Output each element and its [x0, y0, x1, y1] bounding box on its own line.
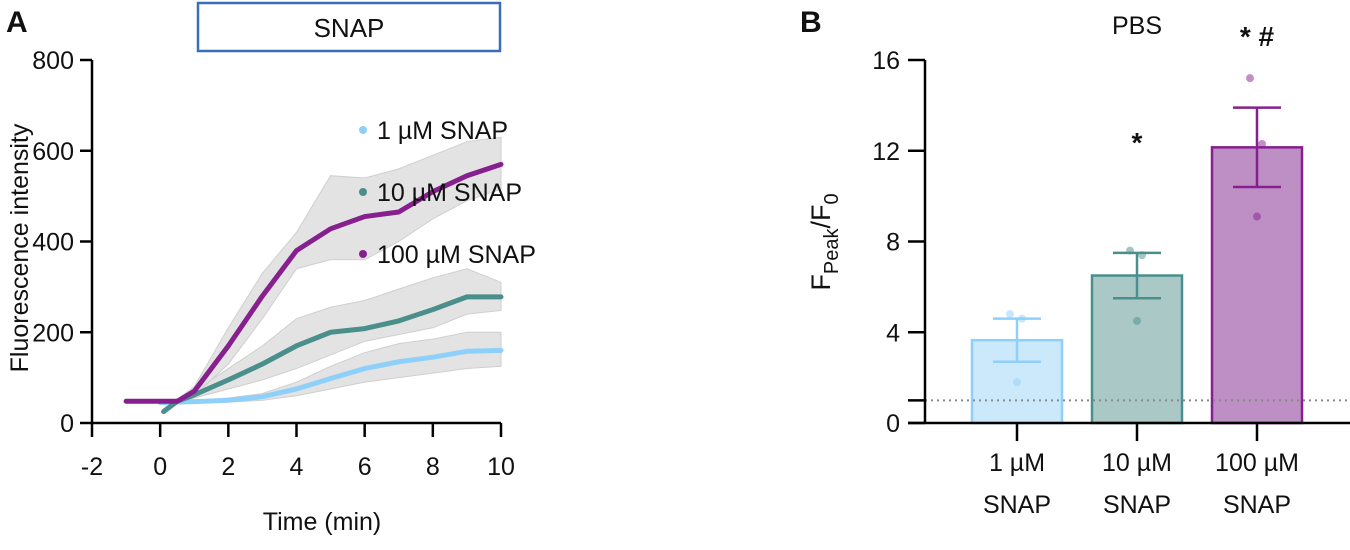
significance-annotation-1: *	[1132, 127, 1143, 158]
data-point	[1246, 74, 1254, 83]
b-xtick-label-line2: SNAP	[983, 491, 1051, 519]
data-point	[1253, 212, 1261, 221]
a-xtick-label: 8	[426, 453, 440, 481]
snap-stimulus-label: SNAP	[314, 13, 385, 43]
data-point	[1126, 246, 1134, 255]
series-line-0	[157, 347, 504, 406]
a-ytick-label: 600	[32, 138, 74, 166]
b-ylabel-sub-zero: 0	[821, 193, 843, 204]
a-xtick-label: 10	[487, 453, 515, 481]
a-xtick-label: 0	[153, 453, 167, 481]
b-ytick-label: 4	[886, 319, 900, 347]
legend-marker-1	[359, 188, 367, 196]
legend-marker-2	[359, 250, 367, 258]
error-band-2	[125, 136, 502, 404]
legend-label-0: 1 µM SNAP	[377, 117, 508, 145]
b-ylabel: FPeak/F0	[806, 193, 843, 290]
data-point	[1013, 378, 1021, 387]
panel-label-a: A	[6, 6, 28, 39]
legend-label-1: 10 µM SNAP	[377, 179, 522, 207]
panel-b-plot: 1 µM SNAP * 10 µM SNAP * # 100 µM SNAP 0 4 8 12 16	[872, 21, 1350, 519]
a-ytick-label: 200	[32, 319, 74, 347]
a-ytick-label: 0	[60, 410, 74, 438]
b-ylabel-f: F	[806, 274, 836, 291]
bar-2	[1210, 146, 1304, 425]
legend-marker-0	[359, 126, 367, 134]
b-xtick-label-line1: 100 µM	[1215, 449, 1299, 477]
series-line-1	[161, 294, 504, 415]
b-xtick-label-line1: 1 µM	[989, 449, 1045, 477]
a-xtick-label: 2	[221, 453, 235, 481]
panel-a-legend: 1 µM SNAP 10 µM SNAP 100 µM SNAP	[359, 117, 536, 269]
a-xtick-label: 4	[290, 453, 304, 481]
b-title: PBS	[1112, 12, 1162, 40]
b-xtick-label-line1: 10 µM	[1102, 449, 1172, 477]
data-point	[1258, 139, 1266, 148]
data-point	[1006, 310, 1014, 319]
a-xlabel: Time (min)	[263, 508, 382, 536]
b-xtick-label-line2: SNAP	[1103, 491, 1171, 519]
panel-label-b: B	[800, 6, 822, 39]
significance-annotation-2: * #	[1240, 21, 1275, 52]
b-ytick-label: 0	[886, 410, 900, 438]
b-ylabel-sub-peak: Peak	[821, 228, 843, 275]
data-point	[1133, 316, 1141, 325]
b-ylabel-slash-f: /F	[806, 205, 836, 229]
a-xtick-label: -2	[81, 453, 103, 481]
b-xtick-label-line2: SNAP	[1223, 491, 1291, 519]
data-point	[1138, 251, 1146, 260]
bar-1	[1090, 274, 1184, 425]
a-xtick-label: 6	[358, 453, 372, 481]
b-ytick-label: 12	[872, 138, 900, 166]
a-ylabel: Fluorescence intensity	[6, 123, 34, 372]
a-ytick-label: 800	[32, 47, 74, 75]
series-line-2	[123, 161, 504, 404]
b-ytick-label: 8	[886, 229, 900, 257]
legend-label-2: 100 µM SNAP	[377, 241, 536, 269]
b-ytick-label: 16	[872, 47, 900, 75]
data-point	[1018, 314, 1026, 323]
a-ytick-label: 400	[32, 229, 74, 257]
snap-stimulus-box	[196, 1, 502, 53]
